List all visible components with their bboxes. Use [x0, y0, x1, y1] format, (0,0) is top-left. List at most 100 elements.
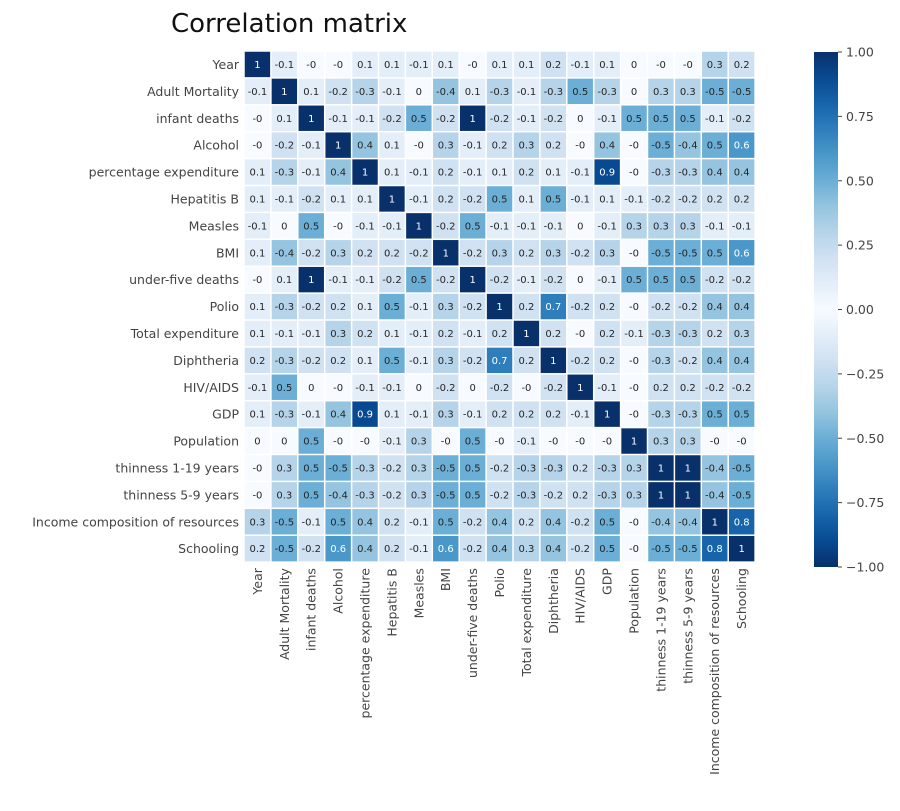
cell-value-label: -0.1	[517, 87, 537, 98]
heatmap-cell	[352, 51, 378, 78]
cell-value-label: -0.2	[570, 544, 590, 555]
heatmap-cell	[325, 293, 351, 320]
cell-value-label: -0.1	[409, 356, 429, 367]
cell-value-label: -0.2	[301, 356, 321, 367]
heatmap-cell	[379, 320, 405, 347]
heatmap-cell	[406, 482, 432, 508]
heatmap-cell	[325, 159, 351, 185]
cell-value-label: 0.3	[438, 410, 454, 421]
cell-value-label: -0.2	[436, 114, 456, 125]
cell-value-label: 0.5	[545, 194, 561, 205]
heatmap-cell	[513, 51, 540, 78]
cell-value-label: -0.2	[705, 275, 725, 286]
heatmap-cell	[459, 535, 486, 562]
cell-value-label: 0.2	[249, 356, 265, 367]
y-tick-label: under-five deaths	[129, 272, 239, 287]
x-tick-label: Schooling	[734, 568, 749, 629]
cell-value-label: 0	[577, 114, 583, 125]
heatmap-cell	[352, 132, 378, 158]
cell-value-label: -0	[333, 437, 343, 448]
heatmap-cell	[567, 374, 593, 400]
cell-value-label: 1	[631, 437, 637, 448]
cell-value-label: -0.2	[570, 302, 590, 313]
heatmap-cell	[486, 186, 513, 212]
cell-value-label: 0.4	[707, 356, 723, 367]
cell-value-label: -0.5	[651, 544, 671, 555]
cell-value-label: 0.3	[707, 60, 723, 71]
cell-value-label: -0	[629, 248, 639, 259]
heatmap-cell	[486, 266, 513, 293]
heatmap-cell	[594, 374, 620, 400]
heatmap-cell	[271, 535, 298, 562]
heatmap-cell	[433, 455, 459, 481]
cell-value-label: -0.2	[463, 194, 483, 205]
heatmap-cell	[379, 78, 405, 105]
heatmap-cell	[459, 455, 486, 481]
colorbar-tick-labels: 1.00 0.75 0.50 0.25 0.00 −0.25 −0.50 −0.75 −1.00	[838, 45, 884, 575]
colorbar-tick-label: −1.00	[846, 560, 884, 575]
cell-value-label: 0	[469, 383, 475, 394]
heatmap-cell	[594, 132, 620, 158]
cell-value-label: 1	[469, 275, 475, 286]
cell-value-label: -0.1	[409, 329, 429, 340]
cell-value-label: 0.1	[384, 329, 400, 340]
cell-value-label: -0.4	[651, 517, 671, 528]
heatmap-cell	[271, 159, 298, 185]
cell-value-label: -0.3	[678, 410, 698, 421]
cell-value-label: -0	[360, 437, 370, 448]
heatmap-cell	[621, 213, 647, 239]
x-tick-label: infant deaths	[304, 568, 319, 651]
heatmap-cell	[433, 428, 459, 454]
heatmap-cell	[459, 347, 486, 374]
heatmap-cell	[513, 320, 540, 347]
cell-value-label: 0.1	[249, 329, 265, 340]
cell-value-label: -0	[495, 437, 505, 448]
heatmap-cell	[352, 482, 378, 508]
cell-value-label: -0.3	[490, 87, 510, 98]
heatmap-cell	[594, 482, 620, 508]
cell-value-label: -0.1	[355, 221, 375, 232]
cell-value-label: 0.4	[330, 410, 346, 421]
heatmap-cell	[621, 455, 647, 481]
heatmap-cell	[567, 455, 593, 481]
heatmap-cell	[702, 455, 728, 481]
cell-value-label: 0.5	[626, 114, 642, 125]
heatmap-cell	[433, 320, 459, 347]
heatmap-cell	[271, 240, 298, 266]
cell-value-label: 0.4	[357, 141, 373, 152]
heatmap-cell	[433, 266, 459, 293]
cell-value-label: -0.3	[678, 168, 698, 179]
cell-value-label: 0.2	[545, 60, 561, 71]
colorbar-tick-label: −0.25	[846, 366, 884, 381]
cell-value-label: 0.5	[680, 275, 696, 286]
cell-value-label: -0.1	[328, 114, 348, 125]
cell-value-label: -0.3	[517, 490, 537, 501]
x-tick-label: Income composition of resources	[707, 568, 722, 775]
cell-value-label: -0.5	[678, 248, 698, 259]
heatmap-cell	[675, 132, 701, 158]
heatmap-cell	[352, 509, 378, 535]
y-tick-label: HIV/AIDS	[183, 380, 239, 395]
heatmap-cell	[486, 159, 513, 185]
heatmap-cell	[433, 51, 459, 78]
cell-value-label: 0.7	[492, 356, 508, 367]
cell-value-label: 1	[604, 410, 610, 421]
heatmap-cell	[244, 401, 271, 427]
cell-value-label: -0.1	[544, 221, 564, 232]
heatmap-cell	[540, 509, 567, 535]
heatmap-cell	[271, 347, 298, 374]
x-tick-label: Adult Mortality	[277, 568, 292, 661]
heatmap-cell	[433, 213, 459, 239]
heatmap-cell	[459, 132, 486, 158]
heatmap-cell	[621, 51, 647, 78]
cell-value-label: 0.2	[438, 329, 454, 340]
cell-value-label: 0.5	[303, 437, 319, 448]
heatmap-cell	[594, 455, 620, 481]
cell-value-label: 0.2	[572, 490, 588, 501]
heatmap-cell	[728, 428, 755, 454]
heatmap-cell	[459, 105, 486, 131]
heatmap-cell	[352, 293, 378, 320]
cell-value-label: 0.4	[545, 544, 561, 555]
heatmap-cell	[406, 374, 432, 400]
